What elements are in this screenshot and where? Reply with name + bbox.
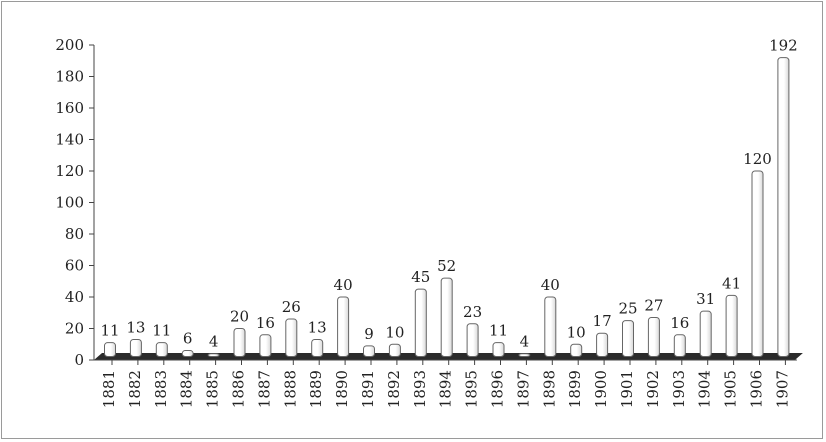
bars <box>104 57 790 358</box>
y-tick-label: 120 <box>55 162 84 180</box>
y-axis: 0 20 40 60 80 100 120 140 160 180 200 <box>55 36 95 369</box>
x-tick-label-1884: 1884 <box>178 370 196 408</box>
data-label-1903: 16 <box>670 314 689 332</box>
data-label-1891: 9 <box>364 325 374 343</box>
data-label-1892: 10 <box>385 323 404 341</box>
y-tick-label: 160 <box>55 99 84 117</box>
bar-1883 <box>155 342 168 357</box>
x-tick-label-1882: 1882 <box>126 370 144 408</box>
data-label-1899: 10 <box>567 323 586 341</box>
bar-1902 <box>647 316 660 358</box>
x-tick-label-1885: 1885 <box>204 370 222 408</box>
bar-1894 <box>440 277 453 358</box>
x-tick-label-1900: 1900 <box>592 370 610 408</box>
data-label-1886: 20 <box>230 308 249 326</box>
x-tick-label-1889: 1889 <box>307 370 325 408</box>
bar-1885 <box>207 353 220 358</box>
bar-1906 <box>751 170 764 357</box>
data-label-1887: 16 <box>256 314 275 332</box>
bar-1904 <box>699 310 712 357</box>
bar-1905 <box>725 294 738 357</box>
bar-1899 <box>570 343 583 357</box>
data-label-1902: 27 <box>644 296 663 314</box>
y-tick-label: 100 <box>55 194 84 212</box>
data-label-1894: 52 <box>437 257 456 275</box>
x-tick-label-1892: 1892 <box>385 370 403 408</box>
x-tick-label-1895: 1895 <box>463 370 481 408</box>
x-tick-label-1906: 1906 <box>748 370 766 408</box>
data-label-1888: 26 <box>282 298 301 316</box>
y-tick-label: 20 <box>65 320 84 338</box>
bar-1897 <box>518 353 531 358</box>
x-tick-label-1897: 1897 <box>514 370 532 408</box>
bar-1887 <box>259 334 272 357</box>
bar-1895 <box>466 323 479 357</box>
bar-1881 <box>104 342 116 357</box>
x-tick-label-1893: 1893 <box>411 370 429 408</box>
y-tick-label: 180 <box>55 68 84 86</box>
x-tick-label-1886: 1886 <box>230 370 248 408</box>
data-label-1905: 41 <box>722 274 741 292</box>
y-tick-label: 0 <box>74 351 84 369</box>
data-label-1907: 192 <box>769 37 798 55</box>
bar-1903 <box>673 334 686 357</box>
data-label-1885: 4 <box>209 333 219 351</box>
x-tick-label-1896: 1896 <box>489 370 507 408</box>
bar-1889 <box>311 339 324 357</box>
x-tick-label-1881: 1881 <box>100 370 118 408</box>
y-tick-label: 40 <box>65 288 84 306</box>
x-tick-label-1901: 1901 <box>618 370 636 408</box>
x-tick-label-1891: 1891 <box>359 370 377 408</box>
x-tick-label-1888: 1888 <box>281 370 299 408</box>
y-tick-label: 140 <box>55 131 84 149</box>
x-tick-label-1883: 1883 <box>152 370 170 408</box>
data-label-1883: 11 <box>152 322 171 340</box>
data-label-1884: 6 <box>183 330 193 348</box>
y-tick-label: 80 <box>65 225 84 243</box>
data-label-1882: 13 <box>126 319 145 337</box>
bar-1907 <box>777 57 790 357</box>
data-label-1898: 40 <box>541 276 560 294</box>
bar-1900 <box>596 332 609 358</box>
data-label-1889: 13 <box>308 319 327 337</box>
x-tick-label-1905: 1905 <box>722 370 740 408</box>
x-tick-label-1890: 1890 <box>333 370 351 408</box>
data-label-1890: 40 <box>334 276 353 294</box>
x-tick-label-1894: 1894 <box>437 370 455 408</box>
data-label-1897: 4 <box>520 333 530 351</box>
bar-1882 <box>129 339 142 357</box>
data-label-1895: 23 <box>463 303 482 321</box>
x-tick-label-1899: 1899 <box>566 370 584 408</box>
x-tick-label-1904: 1904 <box>696 370 714 408</box>
y-tick-label: 200 <box>55 36 84 54</box>
data-label-1896: 11 <box>489 322 508 340</box>
data-label-1900: 17 <box>593 312 612 330</box>
bar-1893 <box>414 288 427 357</box>
bar-1884 <box>181 350 194 357</box>
x-tick-label-1887: 1887 <box>255 370 273 408</box>
data-label-1881: 11 <box>100 322 119 340</box>
data-label-1901: 25 <box>618 300 637 318</box>
data-label-1893: 45 <box>411 268 430 286</box>
y-tick-label: 60 <box>65 257 84 275</box>
data-label-1906: 120 <box>743 150 772 168</box>
bar-1890 <box>337 296 350 357</box>
bar-1898 <box>544 296 557 357</box>
bar-1896 <box>492 342 505 357</box>
x-axis: 1881 1882 1883 1884 1885 1886 1887 1888 1889 1890… <box>94 359 797 408</box>
data-label-1904: 31 <box>696 290 715 308</box>
x-tick-label-1907: 1907 <box>773 370 791 408</box>
bar-1891 <box>363 345 375 358</box>
x-tick-label-1898: 1898 <box>540 370 558 408</box>
x-tick-label-1903: 1903 <box>670 370 688 408</box>
bar-1886 <box>233 328 246 357</box>
bar-1888 <box>285 318 298 357</box>
bar-1892 <box>388 343 401 357</box>
bar-1901 <box>622 320 634 357</box>
x-tick-label-1902: 1902 <box>644 370 662 408</box>
